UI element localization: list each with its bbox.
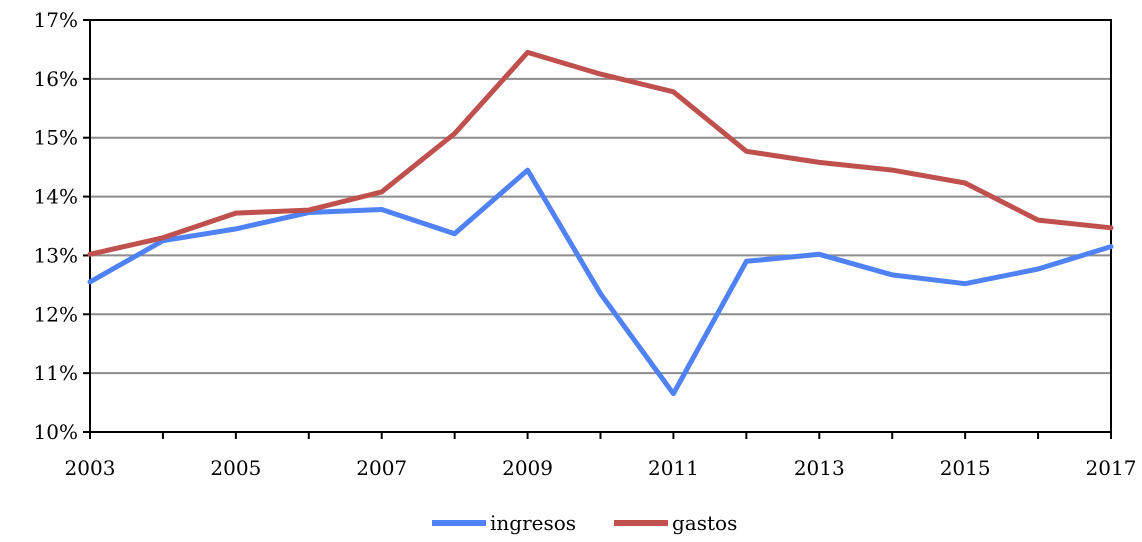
series-lines [87,49,1114,397]
x-tick-label: 2013 [794,456,845,480]
y-tick-label: 13% [34,243,78,267]
x-tick-label: 2009 [502,456,553,480]
y-tick-label: 15% [34,126,78,150]
y-tick-label: 14% [34,185,78,209]
x-axis-tick-labels: 2003 2005 2007 2009 2011 2013 2015 2017 [65,456,1137,480]
x-tick-label: 2003 [65,456,116,480]
x-tick-label: 2015 [940,456,991,480]
y-tick-label: 17% [34,8,78,32]
y-tick-label: 11% [34,361,78,385]
x-tick-label: 2017 [1086,456,1137,480]
series-line-gastos [87,49,1114,257]
series-line-ingresos [87,167,1114,397]
x-tick-label: 2005 [210,456,261,480]
y-tick-label: 10% [34,420,78,444]
legend-label-ingresos: ingresos [490,511,576,535]
legend-label-gastos: gastos [672,511,737,535]
x-tick-label: 2007 [356,456,407,480]
y-tick-label: 16% [34,67,78,91]
legend: ingresos gastos [432,511,737,535]
x-tick-label: 2011 [648,456,699,480]
y-axis-tick-labels: 10% 11% 12% 13% 14% 15% 16% 17% [34,8,78,444]
y-tick-label: 12% [34,302,78,326]
